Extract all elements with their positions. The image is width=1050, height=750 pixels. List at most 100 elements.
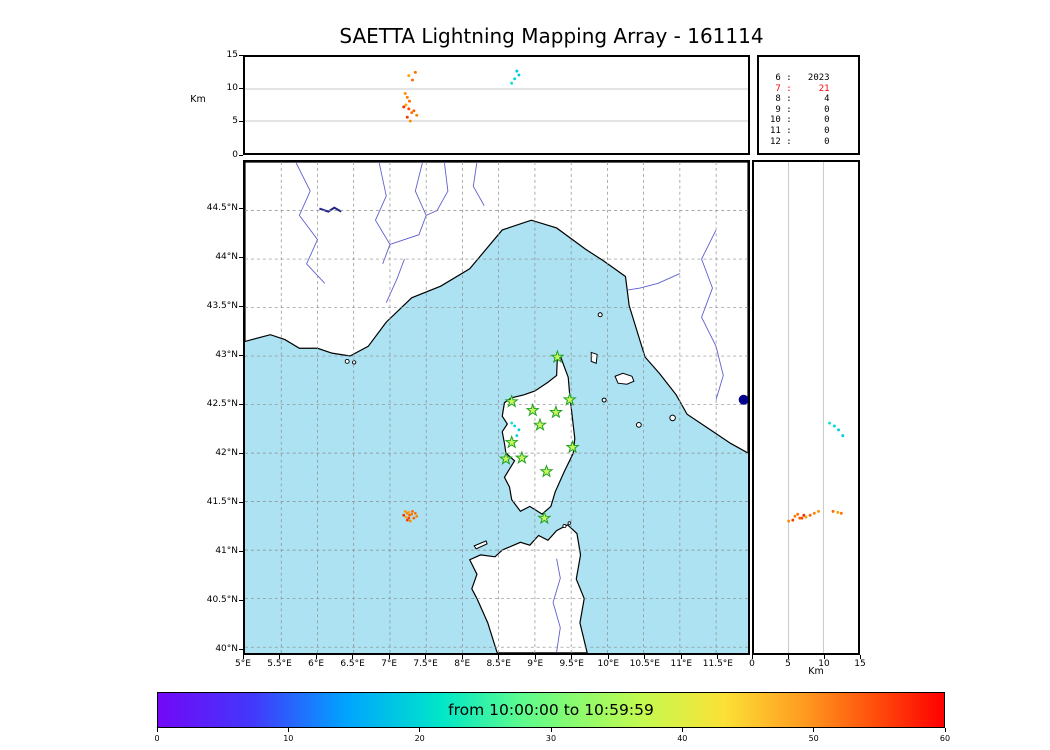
- colorbar-tick-label: 40: [677, 734, 688, 743]
- map-x-tick-label: 5.5°E: [267, 659, 292, 669]
- map-x-tick: [425, 655, 427, 659]
- map-y-tick-label: 41.5°N: [206, 496, 238, 507]
- map-x-tick-label: 11°E: [670, 659, 693, 669]
- top-y-tick-label: 0: [232, 149, 238, 160]
- corsica-island: [501, 355, 576, 515]
- lightning-source-map: [407, 516, 411, 520]
- hyeres-island-2: [351, 360, 357, 365]
- top-y-tick-label: 10: [226, 82, 238, 93]
- basemap-layer: [245, 162, 748, 653]
- hour-count-row: 11 : 0: [770, 125, 830, 136]
- lightning-source-map: [510, 421, 514, 425]
- lightning-source-right: [831, 509, 835, 513]
- lma-station-star: [562, 392, 577, 406]
- lma-station-star: [532, 417, 548, 432]
- map-x-tick-label: 7°E: [381, 659, 398, 669]
- map-x-tick-label: 5°E: [235, 659, 251, 669]
- map-x-tick: [242, 655, 244, 659]
- map-x-tick: [571, 655, 573, 659]
- lma-station-star: [504, 434, 519, 449]
- lma-station-star: [539, 464, 554, 478]
- lightning-source-top: [515, 69, 519, 73]
- mainland-coast: [245, 162, 748, 454]
- maddalena-island-2: [567, 521, 572, 525]
- lightning-source-top: [405, 95, 409, 99]
- lightning-source-map: [408, 519, 412, 523]
- lightning-source-top: [402, 105, 406, 109]
- lma-station-star: [498, 451, 514, 465]
- colorbar-tick: [944, 728, 946, 732]
- top-y-tick: [239, 154, 243, 156]
- maddalena-island: [562, 524, 567, 529]
- lightning-source-top: [405, 115, 409, 119]
- figure-title: SAETTA Lightning Mapping Array - 161114: [339, 24, 764, 48]
- lightning-source-right: [817, 509, 820, 513]
- map-x-tick: [534, 655, 536, 659]
- colorbar-tick: [419, 728, 421, 732]
- lma-station-star: [514, 450, 529, 464]
- lightning-source-right: [837, 428, 840, 432]
- lightning-source-top: [404, 103, 408, 107]
- right-x-tick: [751, 655, 753, 659]
- colorbar-tick-label: 30: [545, 734, 557, 743]
- lightning-source-right: [828, 421, 832, 425]
- hour-count-row: 7 : 21: [770, 83, 830, 94]
- lightning-source-top: [517, 73, 521, 77]
- map-x-tick: [644, 655, 646, 659]
- lightning-source-map: [515, 434, 519, 438]
- asinara-island: [473, 540, 488, 550]
- lightning-source-right: [802, 513, 806, 517]
- lightning-source-top: [410, 111, 414, 115]
- lightning-source-top: [407, 107, 411, 111]
- right-x-tick: [823, 655, 825, 659]
- map-x-tick-label: 8.5°E: [486, 659, 511, 669]
- colorbar-tick: [813, 728, 815, 732]
- map-y-tick: [239, 648, 243, 650]
- map-x-tick-label: 9.5°E: [559, 659, 584, 669]
- map-x-tick: [680, 655, 682, 659]
- hour-count-row: 6 : 2023: [770, 73, 830, 83]
- time-colorbar: from 10:00:00 to 10:59:59: [157, 692, 945, 728]
- lightning-source-map: [404, 515, 408, 519]
- altitude-latitude-plot: [787, 162, 845, 653]
- right-x-tick-label: 15: [854, 659, 866, 669]
- colorbar-tick: [156, 728, 158, 732]
- lma-station-star: [537, 510, 552, 525]
- map-y-tick-label: 44°N: [215, 252, 238, 263]
- top-y-tick: [239, 54, 243, 56]
- lma-station-star: [565, 439, 580, 454]
- map-x-tick-label: 11.5°E: [702, 659, 733, 669]
- sardinia-island: [468, 524, 588, 653]
- elba-island: [614, 372, 635, 385]
- lma-station-star: [550, 349, 565, 364]
- hyeres-island: [344, 358, 350, 364]
- lightning-source-top: [415, 113, 419, 117]
- lightning-source-map: [410, 512, 414, 516]
- map-x-tick-label: 6.5°E: [340, 659, 365, 669]
- lma-station-star: [548, 404, 564, 419]
- map-y-tick: [239, 208, 243, 210]
- lightning-source-top: [510, 81, 514, 85]
- map-x-tick: [315, 655, 317, 659]
- right-x-tick-label: 10: [818, 659, 830, 669]
- lightning-source-map: [408, 513, 411, 517]
- lightning-source-right: [832, 424, 836, 428]
- lightning-source-top: [412, 109, 416, 113]
- lightning-source-top: [408, 119, 412, 123]
- lightning-source-right: [796, 512, 800, 516]
- lightning-source-map: [403, 509, 407, 513]
- map-x-tick-label: 7.5°E: [413, 659, 438, 669]
- map-graticule: [245, 162, 748, 653]
- right-x-tick: [859, 655, 861, 659]
- right-x-tick-label: 5: [785, 659, 791, 669]
- lightning-source-map: [513, 424, 517, 428]
- lightning-source-map: [517, 428, 521, 432]
- lightning-source-map: [405, 518, 409, 522]
- map-x-tick: [717, 655, 719, 659]
- giglio-island: [669, 414, 676, 422]
- colorbar-tick: [550, 728, 552, 732]
- lightning-source-right: [836, 510, 840, 514]
- lightning-source-right: [839, 511, 843, 515]
